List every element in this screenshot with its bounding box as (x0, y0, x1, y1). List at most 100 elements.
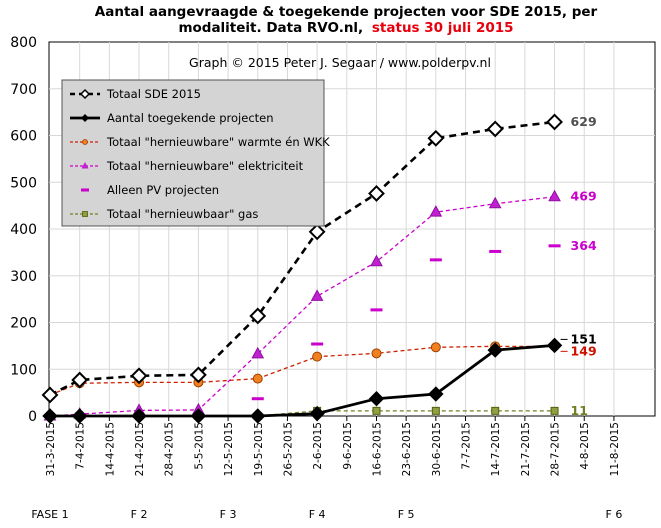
end-label: 469 (571, 189, 597, 204)
x-tick-label: 7-4-2015 (75, 422, 87, 470)
x-tick-label: 5-5-2015 (193, 422, 205, 470)
chart-title-line-1: Aantal aangevraagde & toegekende project… (95, 4, 598, 20)
legend-item: Aantal toegekende projecten (70, 111, 274, 125)
chart-title-status: status 30 juli 2015 (372, 20, 514, 36)
marker-square (372, 406, 381, 415)
series-line (50, 344, 555, 418)
series-line (49, 196, 555, 417)
series-0 (41, 113, 563, 404)
marker-dash (370, 308, 383, 312)
series-line (49, 120, 555, 397)
legend-marker (79, 88, 91, 100)
marker-diamond-open (189, 366, 207, 384)
legend-label: Alleen PV projecten (107, 183, 219, 197)
marker-diamond-open (249, 307, 267, 325)
x-tick-label: 21-7-2015 (520, 422, 532, 476)
y-tick-label: 700 (10, 82, 37, 98)
y-tick-label: 500 (10, 175, 37, 191)
marker-circle (430, 342, 441, 353)
legend-item: Totaal "hernieuwbare" warmte én WKK (70, 135, 330, 149)
marker-diamond-filled (190, 408, 207, 424)
marker-diamond-filled (250, 408, 266, 424)
marker-diamond-open (368, 185, 385, 202)
legend-label: Aantal toegekende projecten (107, 111, 274, 125)
marker-diamond-filled (71, 408, 88, 424)
legend-marker (82, 139, 88, 145)
marker-square (491, 406, 500, 415)
marker-diamond-open (308, 223, 326, 241)
x-axis-ticks: 31-3-2015 7-4-2015 14-4-2015 21-4-2015 28-4-… (45, 416, 621, 476)
x-tick-label: 11-8-2015 (609, 422, 621, 476)
marker-diamond-filled (42, 408, 58, 424)
chart-title-line-2-text: modaliteit. Data RVO.nl, (178, 20, 363, 36)
marker-diamond-filled (309, 405, 325, 422)
legend-label: Totaal "hernieuwbare" elektriciteit (106, 159, 304, 173)
x-tick-label: 14-7-2015 (490, 422, 502, 476)
marker-diamond-filled (428, 386, 444, 402)
marker-triangle (370, 254, 383, 267)
x-tick-label: 9-6-2015 (342, 422, 354, 470)
phase-label: F 6 (606, 508, 623, 521)
marker-diamond-filled (368, 390, 385, 407)
series-layer (41, 113, 563, 424)
x-tick-label: 4-8-2015 (579, 422, 591, 470)
marker-triangle (429, 205, 443, 217)
chart-credit: Graph © 2015 Peter J. Segaar / www.polde… (189, 55, 491, 70)
legend-box (61, 79, 325, 227)
end-label: 629 (571, 114, 597, 129)
phase-labels: FASE 1 F 2 F 3 F 4 F 5 F 6 (31, 508, 622, 521)
x-tick-label: 16-6-2015 (371, 422, 383, 476)
marker-square (431, 406, 440, 415)
y-tick-label: 0 (28, 409, 37, 425)
phase-label: F 4 (309, 508, 326, 521)
phase-label: F 2 (131, 508, 148, 521)
marker-triangle (548, 189, 561, 202)
y-tick-label: 100 (10, 362, 37, 378)
legend-marker (81, 114, 89, 122)
marker-diamond-open (427, 129, 445, 147)
end-label: 364 (571, 238, 597, 253)
chart-title-line-2: modaliteit. Data RVO.nl, status 30 juli … (178, 20, 513, 36)
marker-dash (251, 397, 264, 401)
marker-square (550, 406, 559, 415)
marker-diamond-filled (546, 337, 563, 354)
series-line (49, 345, 555, 396)
marker-dash (548, 244, 561, 248)
legend-label: Totaal SDE 2015 (106, 87, 201, 101)
end-label: 151 (571, 331, 597, 346)
legend: Totaal SDE 2015 Aantal toegekende project… (61, 79, 330, 227)
y-axis-ticks: 0 100 200 300 400 500 600 700 800 (10, 35, 37, 425)
x-tick-label: 28-4-2015 (164, 422, 176, 476)
legend-marker (82, 211, 88, 217)
x-tick-label: 12-5-2015 (223, 422, 235, 476)
x-tick-label: 30-6-2015 (431, 422, 443, 476)
marker-diamond-open (546, 113, 563, 131)
series-4 (251, 244, 561, 401)
legend-label: Totaal "hernieuwbaar" gas (106, 207, 258, 221)
x-tick-label: 28-7-2015 (550, 422, 562, 476)
series-1 (42, 337, 563, 424)
marker-circle (371, 348, 382, 359)
marker-diamond-open (486, 120, 504, 138)
marker-dash (311, 342, 324, 346)
marker-diamond-open (130, 367, 148, 385)
legend-item: Totaal "hernieuwbare" elektriciteit (70, 159, 304, 173)
y-tick-label: 300 (10, 269, 37, 285)
marker-triangle (488, 196, 502, 209)
marker-dash (429, 258, 442, 262)
x-tick-label: 7-7-2015 (461, 422, 473, 470)
x-tick-label: 21-4-2015 (134, 422, 146, 476)
y-tick-label: 400 (10, 222, 37, 238)
x-tick-label: 19-5-2015 (253, 422, 265, 476)
legend-marker (81, 162, 89, 169)
marker-diamond-filled (131, 408, 147, 424)
legend-item: Alleen PV projecten (81, 183, 219, 197)
legend-marker (81, 188, 89, 192)
end-label: 11 (571, 403, 588, 418)
marker-dash (489, 249, 502, 253)
phase-label: F 3 (220, 508, 237, 521)
marker-triangle (310, 289, 324, 301)
marker-circle (312, 351, 323, 362)
marker-diamond-open (41, 386, 59, 404)
